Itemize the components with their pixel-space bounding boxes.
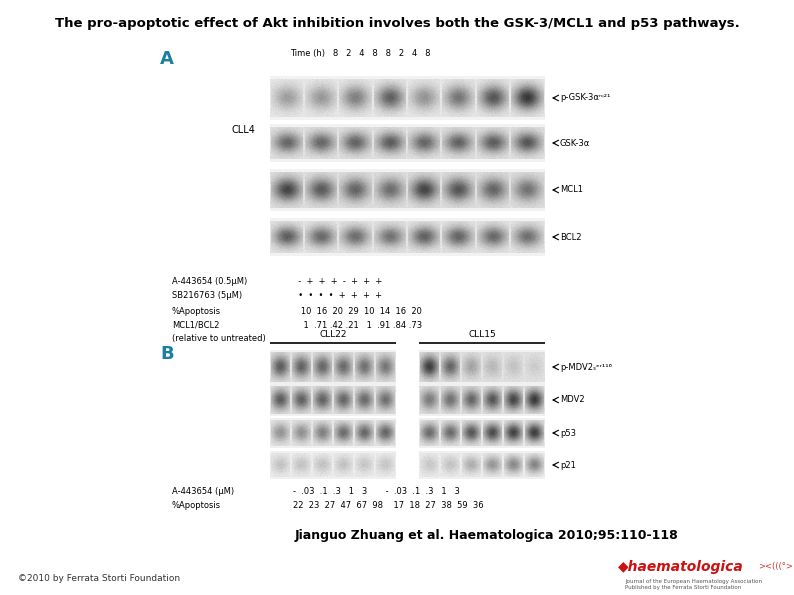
Text: Time (h)   8   2   4   8   8   2   4   8: Time (h) 8 2 4 8 8 2 4 8 [290, 49, 430, 58]
Text: -  .03  .1  .3   1   3       -  .03  .1  .3   1   3: - .03 .1 .3 1 3 - .03 .1 .3 1 3 [293, 487, 460, 496]
Text: %Apoptosis: %Apoptosis [172, 500, 221, 509]
Text: %Apoptosis: %Apoptosis [172, 306, 221, 315]
Text: p-GSK-3αⁿᵎ²¹: p-GSK-3αⁿᵎ²¹ [560, 93, 611, 102]
Bar [270, 350, 396, 384]
Text: CLL4: CLL4 [231, 125, 255, 135]
Bar [270, 384, 396, 416]
Text: Journal of the European Haematology Association: Journal of the European Haematology Asso… [625, 579, 762, 584]
Text: CLL15: CLL15 [468, 330, 496, 339]
Bar [270, 124, 545, 162]
Bar [419, 350, 545, 384]
Text: p-MDV2ₛᵉʳ¹¹⁶: p-MDV2ₛᵉʳ¹¹⁶ [560, 362, 612, 371]
Text: ©2010 by Ferrata Storti Foundation: ©2010 by Ferrata Storti Foundation [18, 574, 180, 583]
Text: A: A [160, 50, 174, 68]
Bar [270, 218, 545, 256]
Text: A-443654 (0.5μM): A-443654 (0.5μM) [172, 277, 247, 286]
Bar [270, 169, 545, 211]
Text: BCL2: BCL2 [560, 233, 581, 242]
Text: Published by the Ferrata Storti Foundation: Published by the Ferrata Storti Foundati… [625, 585, 742, 590]
Bar [270, 451, 396, 479]
Text: ><(((°>: ><(((°> [758, 562, 793, 572]
Bar [419, 384, 545, 416]
Text: MDV2: MDV2 [560, 396, 584, 405]
Bar [419, 451, 545, 479]
Text: CLL22: CLL22 [319, 330, 347, 339]
Text: SB216763 (5μM): SB216763 (5μM) [172, 290, 242, 299]
Text: B: B [160, 345, 174, 363]
Bar [270, 76, 545, 120]
Text: -  +  +  +  -  +  +  +: - + + + - + + + [293, 277, 382, 286]
Bar [419, 418, 545, 448]
Text: 22  23  27  47  67  98    17  18  27  38  59  36: 22 23 27 47 67 98 17 18 27 38 59 36 [293, 500, 484, 509]
Text: p21: p21 [560, 461, 576, 469]
Text: •  •  •  •  +  +  +  +: • • • • + + + + [293, 290, 382, 299]
Text: (relative to untreated): (relative to untreated) [172, 334, 266, 343]
Text: MCL1: MCL1 [560, 186, 583, 195]
Text: The pro-apoptotic effect of Akt inhibition involves both the GSK-3/MCL1 and p53 : The pro-apoptotic effect of Akt inhibiti… [55, 17, 739, 30]
Text: Jianguo Zhuang et al. Haematologica 2010;95:110-118: Jianguo Zhuang et al. Haematologica 2010… [295, 529, 679, 542]
Bar [270, 418, 396, 448]
Text: GSK-3α: GSK-3α [560, 139, 590, 148]
Text: A-443654 (μM): A-443654 (μM) [172, 487, 234, 496]
Text: p53: p53 [560, 428, 576, 437]
Text: 1  .71 .42 .21   1  .91 .84 .73: 1 .71 .42 .21 1 .91 .84 .73 [293, 321, 422, 330]
Text: ◆haematologica: ◆haematologica [618, 560, 744, 574]
Text: MCL1/BCL2: MCL1/BCL2 [172, 321, 219, 330]
Text: 10  16  20  29  10  14  16  20: 10 16 20 29 10 14 16 20 [293, 306, 422, 315]
